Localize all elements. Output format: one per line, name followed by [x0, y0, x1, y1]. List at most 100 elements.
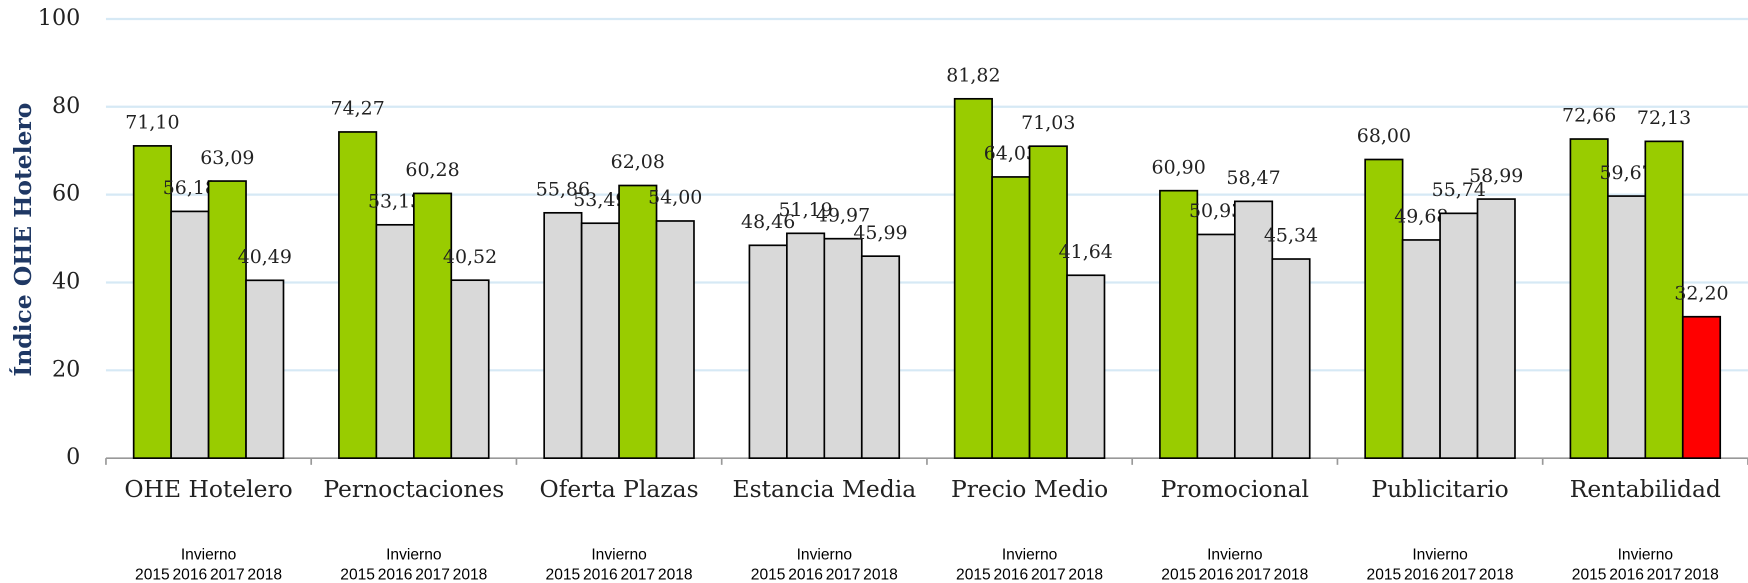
y-tick-label: 20: [52, 356, 80, 382]
y-tick-label: 40: [52, 268, 80, 294]
group-label: Invierno: [1618, 546, 1674, 563]
year-label: 2017: [1031, 566, 1066, 583]
data-label: 81,82: [946, 65, 1000, 87]
bar: [1196, 233, 1236, 459]
data-label: 55,86: [536, 179, 590, 201]
bar: [1439, 212, 1479, 459]
data-label: 50,93: [1189, 200, 1243, 222]
year-label: 2018: [1479, 566, 1514, 583]
data-label: 62,08: [611, 151, 665, 173]
bar: [823, 237, 863, 459]
year-label: 2015: [340, 566, 375, 583]
bar: [207, 180, 247, 459]
bar: [1401, 239, 1441, 459]
bar: [786, 232, 826, 459]
year-label: 2017: [1441, 566, 1476, 583]
year-label: 2016: [1609, 566, 1644, 583]
bar: [1644, 140, 1684, 459]
group-label: Invierno: [181, 546, 237, 563]
year-label: 2015: [1161, 566, 1196, 583]
data-label: 40,49: [238, 246, 292, 268]
bar: [245, 279, 285, 459]
year-label: 2018: [1068, 566, 1103, 583]
data-label: 56,18: [163, 177, 217, 199]
data-label: 60,28: [405, 159, 459, 181]
year-label: 2016: [583, 566, 618, 583]
data-label: 45,34: [1264, 225, 1318, 247]
bar: [1476, 198, 1516, 459]
data-label: 55,74: [1432, 179, 1486, 201]
y-tick-label: 0: [66, 444, 80, 470]
bar: [1607, 195, 1647, 459]
year-label: 2017: [826, 566, 861, 583]
data-label: 40,52: [443, 246, 497, 268]
data-label: 72,66: [1562, 105, 1616, 127]
year-label: 2015: [1367, 566, 1402, 583]
year-label: 2018: [1274, 566, 1309, 583]
year-label: 2016: [1199, 566, 1234, 583]
bar: [375, 223, 415, 459]
group-label: Invierno: [1002, 546, 1058, 563]
x-tick-label: OHE Hotelero: [124, 475, 292, 503]
data-label: 48,46: [741, 211, 795, 233]
year-label: 2017: [210, 566, 245, 583]
group-label: Invierno: [1412, 546, 1468, 563]
year-label: 2016: [378, 566, 413, 583]
x-tick-label: Pernoctaciones: [323, 475, 504, 503]
y-axis-title: Índice OHE Hotelero: [8, 103, 37, 377]
y-tick-label: 100: [38, 5, 81, 31]
data-label: 54,00: [648, 187, 702, 209]
y-tick-label: 80: [52, 93, 80, 119]
bar: [748, 244, 788, 459]
x-tick-label: Promocional: [1161, 475, 1309, 503]
year-label: 2015: [956, 566, 991, 583]
bar: [1066, 274, 1106, 459]
data-label: 60,90: [1152, 156, 1206, 178]
data-label: 49,68: [1394, 206, 1448, 228]
data-label: 63,09: [200, 147, 254, 169]
x-tick-label: Oferta Plazas: [540, 475, 699, 503]
bar: [170, 210, 210, 459]
year-label: 2015: [546, 566, 581, 583]
bar: [860, 255, 901, 459]
year-label: 2017: [1236, 566, 1271, 583]
bar: [1028, 145, 1068, 459]
data-label: 45,99: [853, 222, 907, 244]
bar: [412, 192, 453, 459]
group-label: Invierno: [591, 546, 647, 563]
group-label: Invierno: [797, 546, 853, 563]
x-tick-label: Publicitario: [1371, 475, 1508, 503]
year-label: 2017: [415, 566, 450, 583]
bar: [655, 220, 695, 459]
data-label: 72,13: [1637, 107, 1691, 129]
y-tick-label: 60: [52, 181, 80, 207]
bar: [1569, 138, 1609, 459]
year-label: 2017: [1647, 566, 1682, 583]
year-label: 2018: [658, 566, 693, 583]
x-tick-label: Rentabilidad: [1570, 475, 1721, 503]
year-label: 2018: [247, 566, 282, 583]
bar: [1681, 315, 1722, 459]
data-label: 71,10: [125, 112, 179, 134]
bar: [338, 131, 378, 459]
data-label: 53,49: [573, 189, 627, 211]
data-label: 58,99: [1469, 165, 1523, 187]
data-label: 68,00: [1357, 125, 1411, 147]
bar: [132, 145, 172, 459]
bar: [543, 211, 583, 459]
year-label: 2018: [1684, 566, 1719, 583]
group-label: Invierno: [386, 546, 442, 563]
bar: [991, 176, 1031, 459]
data-label: 49,97: [816, 204, 870, 226]
year-label: 2015: [751, 566, 786, 583]
data-label: 58,47: [1226, 167, 1280, 189]
year-label: 2015: [1572, 566, 1607, 583]
bar: [580, 222, 620, 459]
group-label: Invierno: [1207, 546, 1263, 563]
data-label: 51,19: [778, 199, 832, 221]
data-label: 74,27: [331, 98, 385, 120]
year-label: 2016: [993, 566, 1028, 583]
data-label: 71,03: [1021, 112, 1075, 134]
bar: [450, 279, 490, 459]
